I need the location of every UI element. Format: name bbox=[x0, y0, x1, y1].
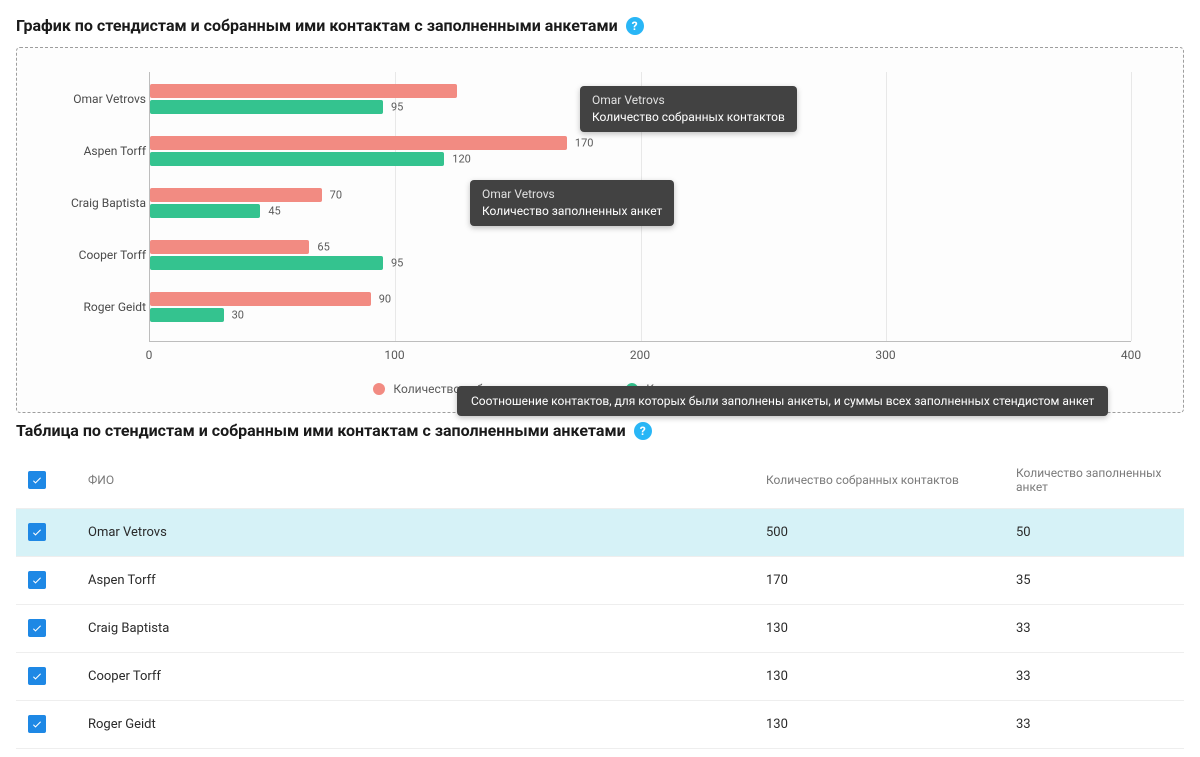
select-all-checkbox[interactable] bbox=[28, 471, 46, 489]
row-checkbox-cell bbox=[16, 605, 76, 653]
cell-contacts: 130 bbox=[754, 605, 1004, 653]
header-name[interactable]: ФИО bbox=[76, 452, 754, 509]
x-tick: 0 bbox=[146, 348, 153, 362]
bar-group: 65 95 bbox=[150, 240, 1131, 270]
table-row[interactable]: Omar Vetrovs50050 bbox=[16, 509, 1184, 557]
table-title-text: Таблица по стендистам и собранным ими ко… bbox=[16, 421, 626, 440]
bars-region: Omar VetrovsAspen TorffCraig BaptistaCoo… bbox=[149, 72, 1131, 342]
grid-line bbox=[1131, 72, 1132, 341]
bar-contacts[interactable] bbox=[150, 84, 457, 98]
y-axis-label: Roger Geidt bbox=[83, 300, 146, 314]
bar-forms[interactable]: 95 bbox=[150, 100, 383, 114]
bar-forms[interactable]: 120 bbox=[150, 152, 444, 166]
row-checkbox[interactable] bbox=[28, 571, 46, 589]
x-tick: 400 bbox=[1121, 348, 1141, 362]
tooltip-name: Omar Vetrovs bbox=[592, 92, 785, 109]
cell-name: Aspen Torff bbox=[76, 557, 754, 605]
bar-contacts[interactable]: 90 bbox=[150, 292, 371, 306]
x-tick: 300 bbox=[875, 348, 895, 362]
bar-group: 170 120 bbox=[150, 136, 1131, 166]
cell-contacts: 130 bbox=[754, 701, 1004, 749]
bar-value: 120 bbox=[452, 153, 471, 166]
table-row[interactable]: Craig Baptista13033 bbox=[16, 605, 1184, 653]
y-axis-labels: Omar Vetrovs Aspen Torff Craig Baptista Coo… bbox=[50, 72, 146, 341]
table-row[interactable]: Roger Geidt13033 bbox=[16, 701, 1184, 749]
row-checkbox-cell bbox=[16, 557, 76, 605]
y-axis-label: Cooper Torff bbox=[79, 248, 146, 262]
y-axis-label: Craig Baptista bbox=[71, 196, 146, 210]
cell-name: Omar Vetrovs bbox=[76, 509, 754, 557]
row-checkbox-cell bbox=[16, 509, 76, 557]
cell-name: Cooper Torff bbox=[76, 653, 754, 701]
cell-contacts: 170 bbox=[754, 557, 1004, 605]
chart-section-title: График по стендистам и собранным ими кон… bbox=[16, 16, 1184, 35]
table-header-row: ФИО Количество собранных контактов Колич… bbox=[16, 452, 1184, 509]
help-icon[interactable]: ? bbox=[634, 422, 652, 440]
bar-contacts[interactable]: 70 bbox=[150, 188, 322, 202]
row-checkbox[interactable] bbox=[28, 715, 46, 733]
help-icon[interactable]: ? bbox=[626, 17, 644, 35]
header-contacts[interactable]: Количество собранных контактов bbox=[754, 452, 1004, 509]
cell-contacts: 500 bbox=[754, 509, 1004, 557]
header-forms[interactable]: Количество заполненных анкет bbox=[1004, 452, 1184, 509]
row-checkbox[interactable] bbox=[28, 667, 46, 685]
tooltip-name: Omar Vetrovs bbox=[482, 186, 662, 203]
header-checkbox-cell bbox=[16, 452, 76, 509]
bar-value: 65 bbox=[317, 241, 329, 254]
table-row[interactable]: Cooper Torff13033 bbox=[16, 653, 1184, 701]
chart-card: Omar Vetrovs Aspen Torff Craig Baptista Coo… bbox=[16, 47, 1184, 413]
legend-tooltip: Соотношение контактов, для которых были … bbox=[457, 386, 1108, 416]
x-tick: 200 bbox=[630, 348, 650, 362]
table-section-title: Таблица по стендистам и собранным ими ко… bbox=[16, 421, 1184, 440]
tooltip-metric: Количество заполненных анкет bbox=[482, 203, 662, 220]
cell-forms: 50 bbox=[1004, 509, 1184, 557]
tooltip-metric: Количество собранных контактов bbox=[592, 109, 785, 126]
legend-swatch bbox=[373, 383, 385, 395]
bar-contacts[interactable]: 170 bbox=[150, 136, 567, 150]
chart-tooltip: Omar VetrovsКоличество собранных контакт… bbox=[580, 86, 797, 132]
table-row[interactable]: Aspen Torff17035 bbox=[16, 557, 1184, 605]
x-axis: 0100200300400 bbox=[149, 348, 1131, 378]
chart-tooltip: Omar VetrovsКоличество заполненных анкет bbox=[470, 180, 674, 226]
bar-value: 95 bbox=[391, 101, 403, 114]
bar-value: 95 bbox=[391, 257, 403, 270]
bar-contacts[interactable]: 65 bbox=[150, 240, 309, 254]
bar-value: 45 bbox=[268, 205, 280, 218]
bar-group: 90 30 bbox=[150, 292, 1131, 322]
cell-contacts: 130 bbox=[754, 653, 1004, 701]
chart-area: Omar VetrovsAspen TorffCraig BaptistaCoo… bbox=[149, 72, 1131, 378]
bar-forms[interactable]: 30 bbox=[150, 308, 224, 322]
x-tick: 100 bbox=[384, 348, 404, 362]
bar-value: 30 bbox=[232, 309, 244, 322]
legend-tooltip-text: Соотношение контактов, для которых были … bbox=[471, 394, 1094, 408]
cell-name: Craig Baptista bbox=[76, 605, 754, 653]
row-checkbox[interactable] bbox=[28, 619, 46, 637]
standists-table: ФИО Количество собранных контактов Колич… bbox=[16, 452, 1184, 749]
cell-name: Roger Geidt bbox=[76, 701, 754, 749]
bar-value: 170 bbox=[575, 137, 594, 150]
y-axis-label: Aspen Torff bbox=[84, 144, 146, 158]
cell-forms: 33 bbox=[1004, 653, 1184, 701]
y-axis-label: Omar Vetrovs bbox=[73, 92, 146, 106]
cell-forms: 33 bbox=[1004, 701, 1184, 749]
bar-value: 70 bbox=[330, 189, 342, 202]
chart-title-text: График по стендистам и собранным ими кон… bbox=[16, 16, 618, 35]
cell-forms: 35 bbox=[1004, 557, 1184, 605]
cell-forms: 33 bbox=[1004, 605, 1184, 653]
row-checkbox-cell bbox=[16, 653, 76, 701]
bar-forms[interactable]: 45 bbox=[150, 204, 260, 218]
row-checkbox[interactable] bbox=[28, 523, 46, 541]
bar-forms[interactable]: 95 bbox=[150, 256, 383, 270]
bar-value: 90 bbox=[379, 293, 391, 306]
row-checkbox-cell bbox=[16, 701, 76, 749]
